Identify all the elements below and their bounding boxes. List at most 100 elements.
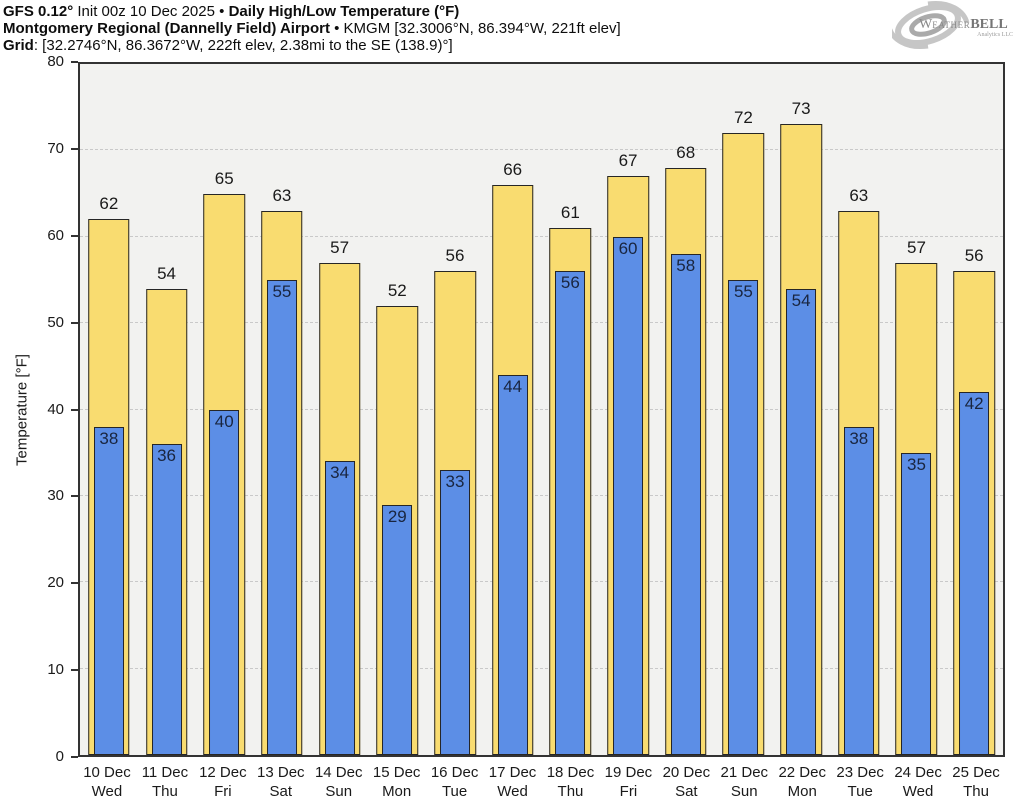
bar-slot: 29 52	[368, 64, 426, 755]
high-value-label: 73	[791, 99, 811, 119]
high-value-label: 56	[445, 246, 465, 266]
low-value-label: 40	[214, 411, 234, 431]
x-tick-label: 22 Dec Mon	[773, 763, 831, 801]
x-tick-label: 11 Dec Thu	[136, 763, 194, 801]
low-bar: 55	[266, 279, 297, 755]
bar-slot: 33 56	[426, 64, 484, 755]
header-line-3: Grid: [32.2746°N, 86.3672°W, 222ft elev,…	[3, 37, 621, 54]
high-value-label: 57	[907, 237, 926, 257]
x-tick-day: Fri	[214, 783, 232, 800]
low-bar: 38	[93, 426, 124, 755]
low-value-label: 55	[272, 281, 292, 301]
low-value-label: 56	[560, 273, 580, 293]
high-value-label: 56	[964, 246, 984, 266]
y-tick-label: 0	[55, 748, 64, 765]
logo-brand-eather: EATHER	[932, 20, 971, 30]
high-value-label: 72	[733, 108, 753, 128]
hurricane-swirl-icon	[892, 0, 970, 50]
x-tick-date: 11 Dec	[141, 764, 189, 781]
low-bar: 60	[613, 236, 644, 755]
low-value-label: 38	[849, 428, 869, 448]
y-axis-tick	[71, 234, 78, 237]
station-name: Montgomery Regional (Dannelly Field) Air…	[3, 20, 330, 37]
y-axis-tick	[71, 756, 78, 758]
bar-slot: 55 63	[253, 64, 311, 755]
gridline	[80, 581, 1003, 583]
bar-slot: 38 63	[830, 64, 888, 755]
low-bar: 35	[901, 452, 932, 755]
chart-header: GFS 0.12° Init 00z 10 Dec 2025 • Daily H…	[3, 3, 621, 54]
bar-slot: 58 68	[657, 64, 715, 755]
x-tick-label: 10 Dec Wed	[78, 763, 136, 801]
low-value-label: 58	[676, 256, 696, 276]
bar-slot: 55 72	[715, 64, 773, 755]
init-info: Init 00z 10 Dec 2025 •	[73, 3, 229, 20]
high-value-label: 61	[560, 203, 580, 223]
gridline	[80, 408, 1003, 410]
low-value-label: 35	[907, 454, 926, 474]
x-tick-date: 10 Dec	[83, 764, 131, 781]
model-name: GFS 0.12°	[3, 3, 74, 20]
x-tick-day: Sun	[730, 783, 758, 800]
x-tick-day: Tue	[441, 783, 468, 800]
product-title: Daily High/Low Temperature (°F)	[228, 3, 460, 20]
bar-slot: 54 73	[772, 64, 830, 755]
x-tick-day: Wed	[497, 783, 528, 800]
x-tick-date: 17 Dec	[488, 764, 537, 781]
x-tick-day: Thu	[151, 783, 178, 800]
x-tick-label: 23 Dec Tue	[831, 763, 889, 801]
x-tick-day: Wed	[902, 783, 934, 800]
x-tick-label: 13 Dec Sat	[252, 763, 310, 801]
low-value-label: 44	[503, 376, 523, 396]
y-axis-tick	[71, 495, 78, 498]
x-tick-label: 16 Dec Tue	[426, 763, 484, 801]
high-value-label: 52	[387, 280, 407, 300]
gridline	[80, 667, 1003, 669]
x-tick-date: 19 Dec	[604, 764, 653, 781]
bar-slot: 42 56	[945, 64, 1003, 755]
y-axis-tick	[71, 669, 78, 672]
x-tick-day: Thu	[963, 783, 989, 800]
high-value-label: 65	[214, 168, 234, 188]
x-tick-day: Sun	[325, 783, 353, 800]
bar-slot: 60 67	[599, 64, 657, 755]
x-tick-date: 22 Dec	[778, 764, 826, 781]
bar-slot: 44 66	[484, 64, 542, 755]
x-tick-day: Fri	[619, 783, 638, 800]
low-value-label: 60	[618, 238, 638, 258]
y-tick-label: 60	[47, 226, 64, 244]
x-tick-date: 15 Dec	[372, 764, 421, 781]
bar-slot: 35 57	[888, 64, 946, 755]
x-tick-label: 14 Dec Sun	[310, 763, 368, 801]
low-bar: 56	[555, 271, 586, 755]
logo-text: WEATHERBELL Analytics LLC	[919, 15, 1019, 38]
y-tick-label: 80	[47, 53, 64, 70]
gridline	[80, 149, 1003, 151]
low-bar: 58	[670, 254, 701, 755]
station-meta: • KMGM [32.3006°N, 86.394°W, 221ft elev]	[329, 20, 621, 37]
x-tick-label: 12 Dec Fri	[194, 763, 252, 801]
x-tick-date: 20 Dec	[662, 764, 711, 781]
low-bar: 54	[786, 288, 817, 755]
x-tick-label: 18 Dec Thu	[542, 763, 600, 801]
low-value-label: 38	[99, 428, 119, 448]
y-tick-label: 10	[47, 661, 64, 679]
y-axis-tick	[71, 582, 78, 585]
bar-slot: 36 54	[138, 64, 196, 755]
high-value-label: 57	[330, 237, 350, 257]
high-value-label: 67	[618, 151, 638, 171]
header-line-2: Montgomery Regional (Dannelly Field) Air…	[3, 20, 621, 37]
low-bar: 29	[382, 504, 413, 755]
y-tick-label: 50	[47, 313, 64, 331]
low-value-label: 34	[330, 463, 350, 483]
high-value-label: 54	[157, 263, 176, 283]
y-tick-label: 20	[47, 574, 64, 592]
bar-slot: 34 57	[311, 64, 369, 755]
x-tick-label: 17 Dec Wed	[484, 763, 542, 801]
gridline	[80, 235, 1003, 237]
x-tick-date: 21 Dec	[720, 764, 769, 781]
low-value-label: 54	[791, 290, 811, 310]
x-tick-label: 15 Dec Mon	[368, 763, 426, 801]
x-tick-day: Tue	[847, 783, 873, 800]
